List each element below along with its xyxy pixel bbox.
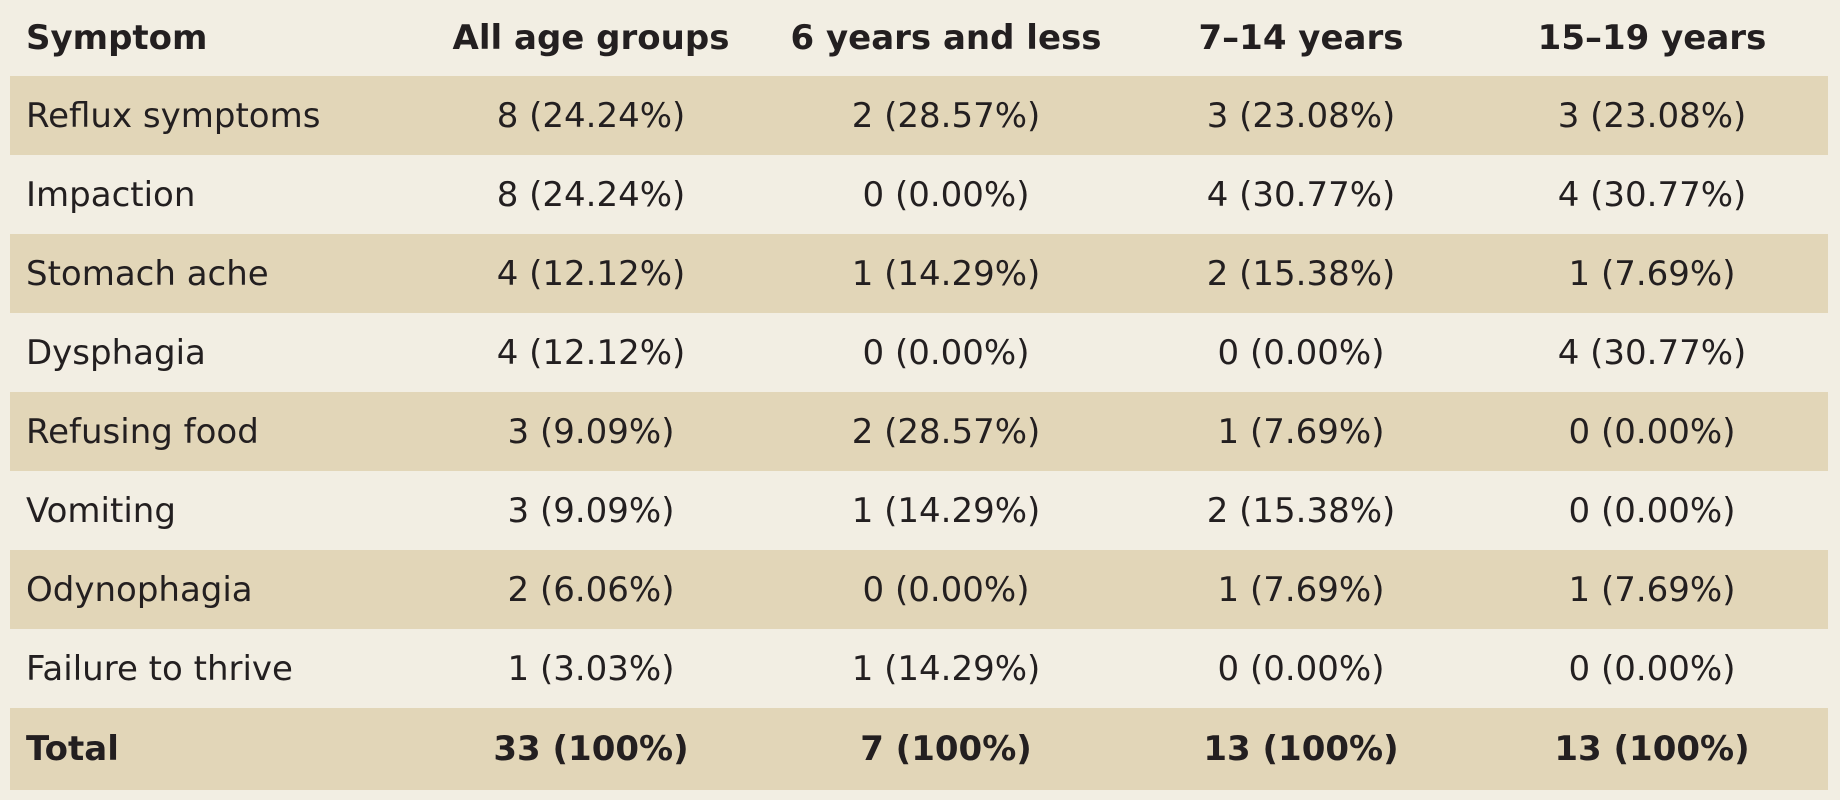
cell-7-14-years: 4 (30.77%) bbox=[1206, 174, 1396, 215]
cell-all-age-groups: 4 (12.12%) bbox=[496, 332, 686, 373]
cell-symptom: Odynophagia bbox=[26, 569, 253, 610]
cell-6-years-and-less: 1 (14.29%) bbox=[851, 490, 1041, 531]
cell-symptom: Dysphagia bbox=[26, 332, 206, 373]
cell-6-years-and-less: 0 (0.00%) bbox=[862, 569, 1030, 610]
total-all-age-groups: 33 (100%) bbox=[493, 729, 689, 769]
cell-symptom: Refusing food bbox=[26, 411, 259, 452]
cell-7-14-years: 0 (0.00%) bbox=[1217, 332, 1385, 373]
total-row: Total 33 (100%) 7 (100%) 13 (100%) 13 (1… bbox=[10, 708, 1828, 790]
cell-6-years-and-less: 2 (28.57%) bbox=[851, 95, 1041, 136]
header-all-age-groups: All age groups bbox=[452, 18, 730, 58]
cell-7-14-years: 1 (7.69%) bbox=[1217, 411, 1385, 452]
cell-15-19-years: 0 (0.00%) bbox=[1568, 648, 1736, 689]
cell-6-years-and-less: 0 (0.00%) bbox=[862, 174, 1030, 215]
cell-15-19-years: 0 (0.00%) bbox=[1568, 411, 1736, 452]
table-header: Symptom All age groups 6 years and less … bbox=[10, 0, 1828, 76]
table-row: Vomiting 3 (9.09%) 1 (14.29%) 2 (15.38%) 0 (… bbox=[10, 471, 1828, 550]
cell-symptom: Failure to thrive bbox=[26, 648, 293, 689]
table-row: Impaction 8 (24.24%) 0 (0.00%) 4 (30.77%) 4 … bbox=[10, 155, 1828, 234]
cell-all-age-groups: 8 (24.24%) bbox=[496, 95, 686, 136]
table-row: Dysphagia 4 (12.12%) 0 (0.00%) 0 (0.00%) 4 (… bbox=[10, 313, 1828, 392]
cell-15-19-years: 3 (23.08%) bbox=[1557, 95, 1747, 136]
table-row: Stomach ache 4 (12.12%) 1 (14.29%) 2 (15.38… bbox=[10, 234, 1828, 313]
cell-all-age-groups: 3 (9.09%) bbox=[507, 411, 675, 452]
cell-all-age-groups: 3 (9.09%) bbox=[507, 490, 675, 531]
total-label: Total bbox=[26, 729, 119, 769]
cell-7-14-years: 2 (15.38%) bbox=[1206, 253, 1396, 294]
cell-all-age-groups: 4 (12.12%) bbox=[496, 253, 686, 294]
cell-15-19-years: 1 (7.69%) bbox=[1568, 253, 1736, 294]
cell-all-age-groups: 2 (6.06%) bbox=[507, 569, 675, 610]
cell-15-19-years: 4 (30.77%) bbox=[1557, 332, 1747, 373]
cell-symptom: Vomiting bbox=[26, 490, 176, 531]
total-7-14-years: 13 (100%) bbox=[1203, 729, 1399, 769]
table-row: Failure to thrive 1 (3.03%) 1 (14.29%) 0 (0… bbox=[10, 629, 1828, 708]
cell-symptom: Stomach ache bbox=[26, 253, 269, 294]
cell-all-age-groups: 1 (3.03%) bbox=[507, 648, 675, 689]
cell-symptom: Reflux symptoms bbox=[26, 95, 321, 136]
cell-7-14-years: 3 (23.08%) bbox=[1206, 95, 1396, 136]
cell-6-years-and-less: 2 (28.57%) bbox=[851, 411, 1041, 452]
table-row: Refusing food 3 (9.09%) 2 (28.57%) 1 (7.69%… bbox=[10, 392, 1828, 471]
header-15-19-years: 15–19 years bbox=[1537, 18, 1767, 58]
total-6-years-and-less: 7 (100%) bbox=[860, 729, 1032, 769]
table-row: Odynophagia 2 (6.06%) 0 (0.00%) 1 (7.69%) 1 … bbox=[10, 550, 1828, 629]
cell-symptom: Impaction bbox=[26, 174, 196, 215]
cell-6-years-and-less: 1 (14.29%) bbox=[851, 253, 1041, 294]
cell-7-14-years: 1 (7.69%) bbox=[1217, 569, 1385, 610]
cell-15-19-years: 4 (30.77%) bbox=[1557, 174, 1747, 215]
cell-7-14-years: 0 (0.00%) bbox=[1217, 648, 1385, 689]
table-row: Reflux symptoms 8 (24.24%) 2 (28.57%) 3 (23… bbox=[10, 76, 1828, 155]
cell-15-19-years: 1 (7.69%) bbox=[1568, 569, 1736, 610]
cell-7-14-years: 2 (15.38%) bbox=[1206, 490, 1396, 531]
cell-all-age-groups: 8 (24.24%) bbox=[496, 174, 686, 215]
table-body: Reflux symptoms 8 (24.24%) 2 (28.57%) 3 (23… bbox=[10, 76, 1828, 708]
table-footer: Total 33 (100%) 7 (100%) 13 (100%) 13 (1… bbox=[10, 708, 1828, 790]
header-row: Symptom All age groups 6 years and less … bbox=[10, 0, 1828, 76]
cell-15-19-years: 0 (0.00%) bbox=[1568, 490, 1736, 531]
total-15-19-years: 13 (100%) bbox=[1554, 729, 1750, 769]
cell-6-years-and-less: 0 (0.00%) bbox=[862, 332, 1030, 373]
symptoms-table: Symptom All age groups 6 years and less … bbox=[10, 0, 1828, 790]
header-7-14-years: 7–14 years bbox=[1198, 18, 1404, 58]
cell-6-years-and-less: 1 (14.29%) bbox=[851, 648, 1041, 689]
header-symptom: Symptom bbox=[26, 18, 208, 58]
header-6-years-and-less: 6 years and less bbox=[790, 18, 1102, 58]
